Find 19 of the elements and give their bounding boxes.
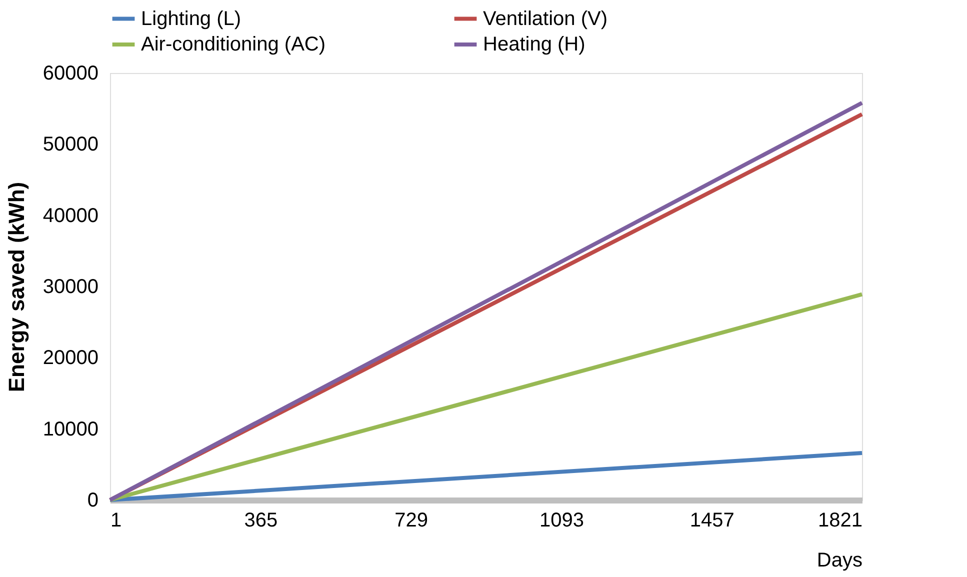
x-tick-label: 729 bbox=[394, 510, 428, 532]
y-tick-label: 30000 bbox=[42, 276, 98, 298]
y-tick-label: 50000 bbox=[42, 134, 98, 156]
y-tick-label: 0 bbox=[87, 490, 98, 512]
legend-label: Heating (H) bbox=[483, 34, 586, 56]
y-tick-label: 20000 bbox=[42, 347, 98, 370]
y-tick-label: 40000 bbox=[42, 204, 98, 227]
y-axis-title: Energy saved (kWh) bbox=[4, 182, 29, 392]
x-tick-label: 365 bbox=[244, 510, 278, 532]
x-tick-label: 1 bbox=[110, 510, 122, 532]
x-tick-label: 1457 bbox=[690, 510, 734, 532]
legend-label: Lighting (L) bbox=[141, 8, 242, 30]
x-axis-title: Days bbox=[816, 550, 862, 572]
legend-label: Ventilation (V) bbox=[483, 8, 608, 30]
legend-label: Air-conditioning (AC) bbox=[141, 34, 326, 56]
x-tick-label: 1821 bbox=[818, 510, 862, 532]
y-tick-label: 10000 bbox=[42, 418, 98, 440]
x-tick-label: 1093 bbox=[539, 510, 584, 532]
y-tick-label: 60000 bbox=[42, 62, 98, 84]
